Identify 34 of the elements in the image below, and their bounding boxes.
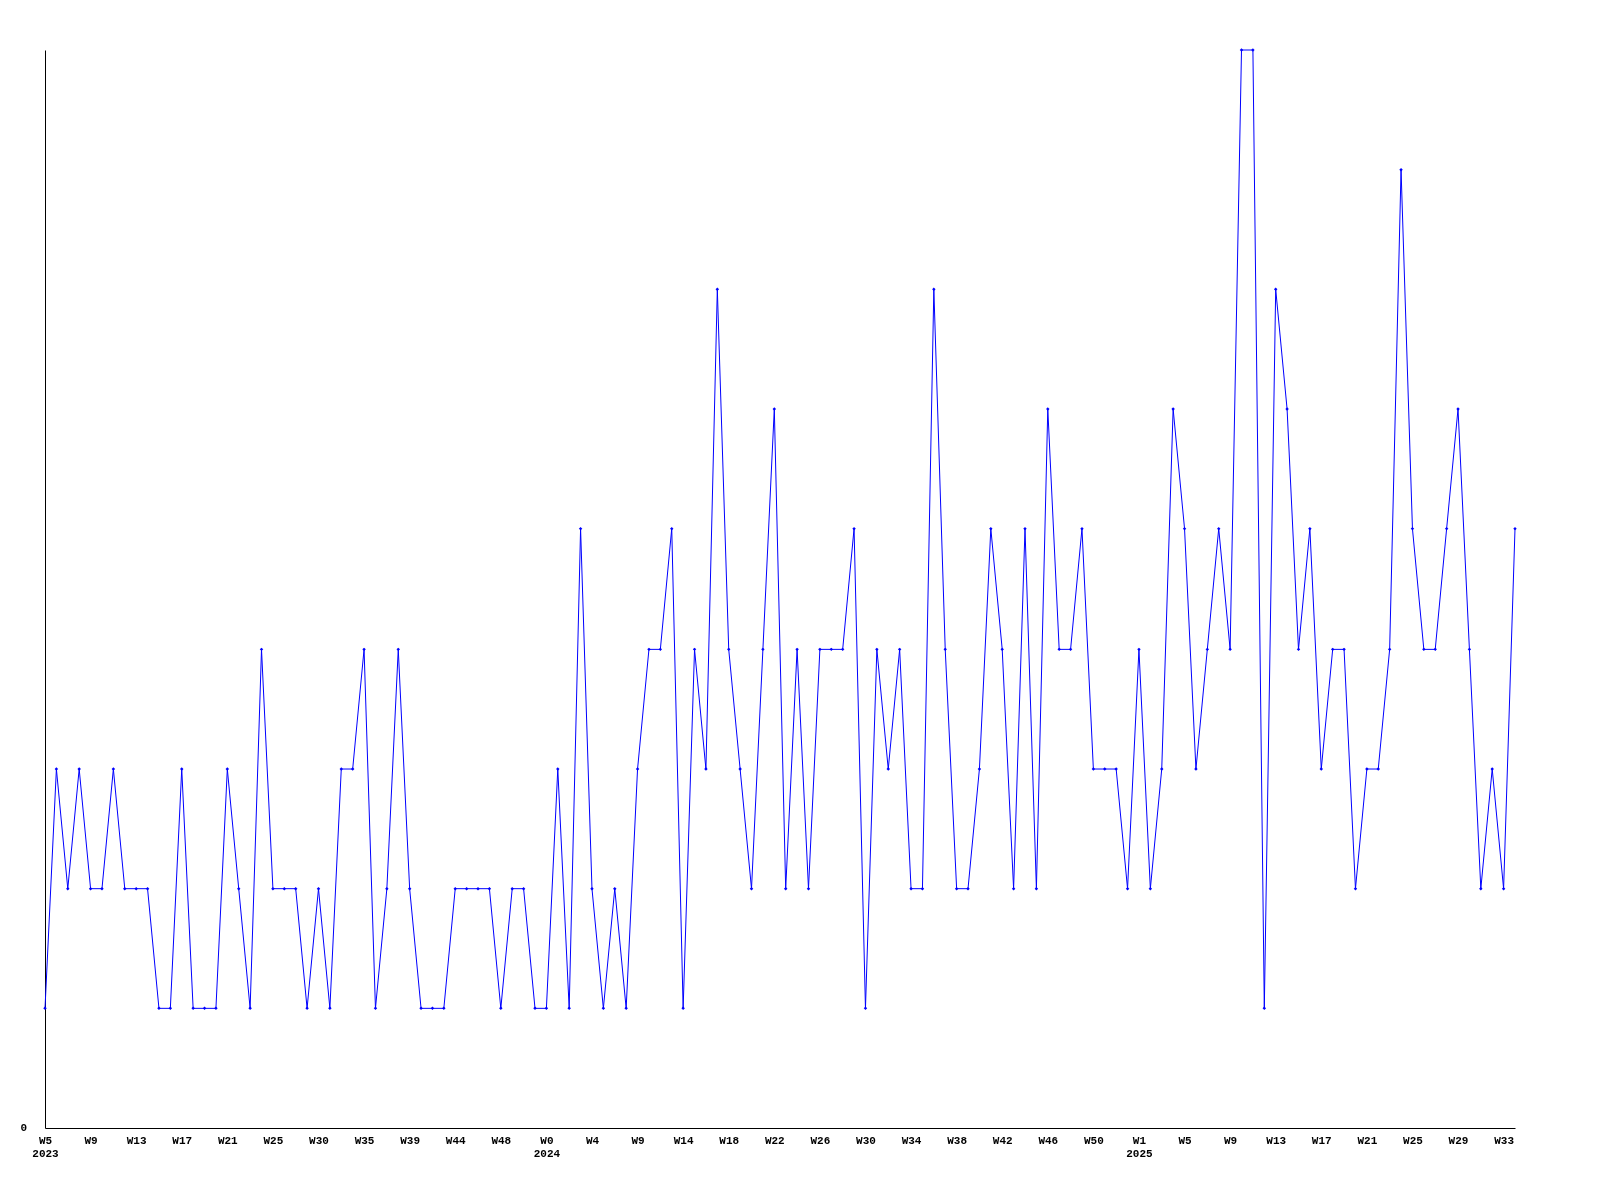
x-tick-label: W39 <box>400 1134 421 1147</box>
x-tick-label: W9 <box>84 1134 98 1147</box>
x-tick-label: W5 <box>1178 1134 1193 1147</box>
x-tick-label: W22 <box>764 1134 785 1147</box>
x-tick-label: W9 <box>1224 1134 1238 1147</box>
x-tick-label: W17 <box>172 1134 193 1147</box>
text: 0 <box>20 1122 27 1134</box>
x-tick-label: W33 <box>1494 1134 1515 1147</box>
x-tick-label: W29 <box>1448 1134 1469 1147</box>
x-tick-label: W30 <box>856 1134 876 1147</box>
x-tick-label: W5 2023 <box>32 1134 60 1160</box>
x-tick-label: W38 <box>947 1134 968 1147</box>
x-tick-label: W34 <box>901 1134 922 1147</box>
x-tick-label: W13 <box>126 1134 147 1147</box>
x-tick-label: W50 <box>1083 1134 1104 1147</box>
x-tick-label: W18 <box>719 1134 740 1147</box>
x-tick-label: W42 <box>992 1134 1013 1147</box>
x-tick-label: W9 <box>631 1134 645 1147</box>
x-tick-label: W0 2024 <box>533 1134 561 1160</box>
x-tick-label: W14 <box>673 1134 694 1147</box>
x-tick-label: W13 <box>1266 1134 1287 1147</box>
x-tick-label: W44 <box>445 1134 467 1147</box>
x-tick-label: W25 <box>1403 1134 1424 1147</box>
x-tick-label: W48 <box>491 1134 512 1147</box>
x-tick-label: W21 <box>217 1134 239 1147</box>
x-tick-label: W21 <box>1357 1134 1378 1147</box>
x-tick-label: W17 <box>1311 1134 1332 1147</box>
x-tick-label: W35 <box>354 1134 375 1147</box>
x-tick-label: W4 <box>585 1134 600 1147</box>
x-tick-label: W25 <box>263 1134 284 1147</box>
x-tick-label: W26 <box>810 1134 831 1147</box>
x-tick-label: W1 2025 <box>1126 1134 1154 1160</box>
x-tick-label: W30 <box>309 1134 329 1147</box>
x-tick-label: W46 <box>1038 1134 1059 1147</box>
